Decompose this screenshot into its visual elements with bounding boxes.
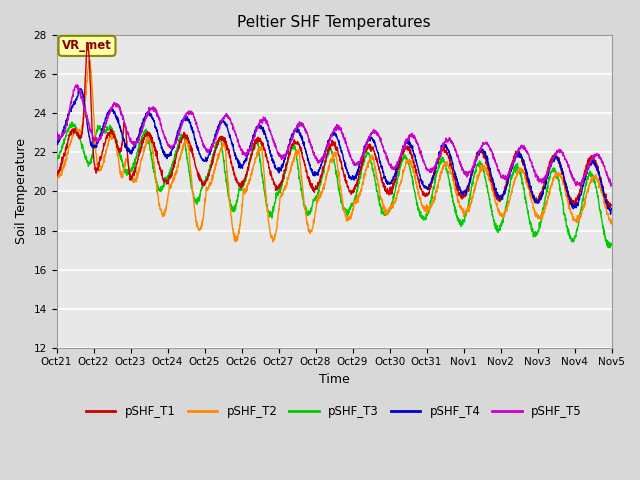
pSHF_T4 — [76, 86, 84, 92]
Title: Peltier SHF Temperatures: Peltier SHF Temperatures — [237, 15, 431, 30]
pSHF_T4 — [350, 177, 358, 183]
pSHF_T4 — [208, 145, 216, 151]
X-axis label: Time: Time — [319, 373, 349, 386]
Legend: pSHF_T1, pSHF_T2, pSHF_T3, pSHF_T4, pSHF_T5: pSHF_T1, pSHF_T2, pSHF_T3, pSHF_T4, pSHF… — [81, 400, 587, 423]
pSHF_T3 — [559, 201, 566, 206]
pSHF_T4 — [559, 168, 566, 174]
pSHF_T1 — [574, 192, 582, 198]
pSHF_T5 — [608, 181, 616, 187]
pSHF_T5 — [607, 183, 614, 189]
Line: pSHF_T5: pSHF_T5 — [56, 85, 612, 186]
pSHF_T5 — [52, 130, 60, 136]
pSHF_T2 — [363, 163, 371, 169]
pSHF_T2 — [86, 57, 93, 63]
pSHF_T5 — [350, 162, 358, 168]
pSHF_T1 — [608, 203, 616, 208]
pSHF_T5 — [208, 145, 216, 151]
pSHF_T1 — [606, 204, 614, 210]
pSHF_T1 — [495, 194, 503, 200]
pSHF_T1 — [350, 189, 358, 194]
pSHF_T2 — [269, 239, 277, 245]
pSHF_T1 — [559, 171, 566, 177]
pSHF_T5 — [495, 171, 503, 177]
pSHF_T4 — [362, 140, 370, 146]
pSHF_T2 — [351, 200, 358, 205]
Y-axis label: Soil Temperature: Soil Temperature — [15, 138, 28, 244]
pSHF_T1 — [362, 147, 370, 153]
Line: pSHF_T1: pSHF_T1 — [56, 44, 612, 207]
pSHF_T1 — [84, 41, 92, 47]
pSHF_T3 — [495, 228, 503, 234]
pSHF_T3 — [68, 120, 76, 125]
pSHF_T4 — [607, 211, 614, 217]
pSHF_T5 — [574, 180, 582, 186]
pSHF_T3 — [52, 156, 60, 162]
pSHF_T3 — [362, 151, 370, 156]
pSHF_T1 — [52, 173, 60, 179]
pSHF_T3 — [350, 199, 358, 204]
pSHF_T4 — [574, 200, 582, 206]
pSHF_T3 — [208, 159, 216, 165]
pSHF_T2 — [608, 217, 616, 223]
pSHF_T5 — [559, 153, 566, 158]
Text: VR_met: VR_met — [62, 39, 112, 52]
pSHF_T1 — [208, 160, 216, 166]
pSHF_T2 — [52, 171, 60, 177]
pSHF_T4 — [495, 195, 503, 201]
pSHF_T4 — [52, 141, 60, 147]
pSHF_T3 — [608, 241, 616, 247]
pSHF_T2 — [208, 180, 216, 186]
pSHF_T2 — [559, 181, 567, 187]
pSHF_T2 — [496, 213, 504, 218]
Line: pSHF_T3: pSHF_T3 — [56, 122, 612, 248]
Line: pSHF_T4: pSHF_T4 — [56, 89, 612, 214]
pSHF_T3 — [606, 245, 614, 251]
Line: pSHF_T2: pSHF_T2 — [56, 60, 612, 242]
pSHF_T4 — [608, 205, 616, 211]
pSHF_T5 — [362, 143, 370, 148]
pSHF_T3 — [574, 224, 582, 229]
pSHF_T2 — [575, 218, 582, 224]
pSHF_T5 — [74, 82, 81, 88]
